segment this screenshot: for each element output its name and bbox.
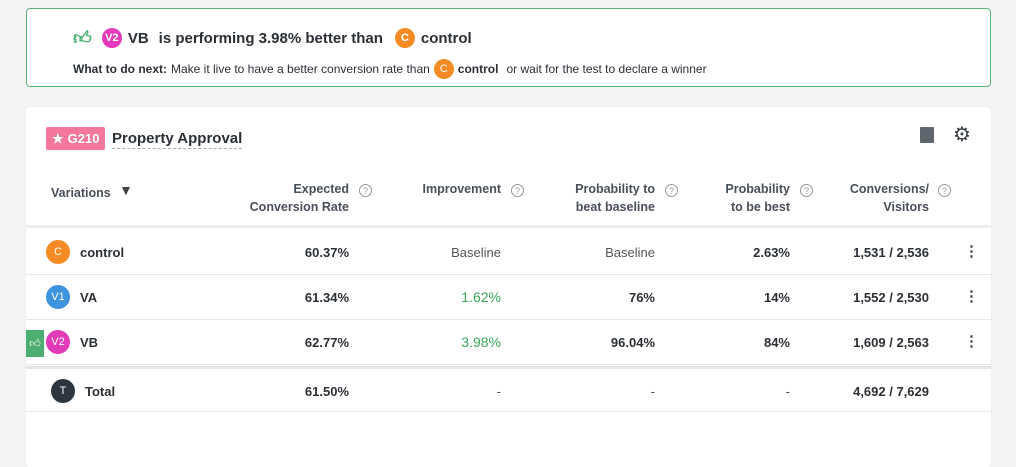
more-options-icon[interactable]: ⋮	[964, 243, 979, 260]
winner-name: VB	[127, 29, 149, 47]
help-icon[interactable]: ?	[938, 184, 951, 197]
help-icon[interactable]: ?	[359, 184, 372, 197]
next-label: What to do next:	[73, 62, 167, 76]
winner-thumbs-up-icon: 👍︎	[26, 330, 44, 357]
control-badge: C	[433, 59, 454, 79]
total-beat: -	[650, 384, 655, 399]
goal-tag: ★ G210	[46, 127, 106, 150]
goal-id: G210	[67, 131, 100, 146]
baseline-name: control	[420, 29, 472, 47]
improvement: 1.62%	[461, 289, 501, 305]
variation-badge: V1	[46, 285, 70, 309]
col-beat: Probability to beat baseline	[575, 182, 655, 214]
total-best: -	[785, 384, 790, 399]
improvement: 3.98%	[461, 334, 501, 350]
total-conversions: 4,692 / 7,629	[853, 384, 929, 399]
table-row[interactable]: 👍︎ V2 VB 62.77% 3.98% 96.04% 84% 1,609 / …	[26, 320, 991, 365]
goal-title[interactable]: Property Approval	[112, 130, 243, 149]
expected-rate: 62.77%	[304, 335, 349, 350]
improvement: Baseline	[451, 245, 501, 260]
conversions-visitors: 1,552 / 2,530	[853, 290, 929, 305]
more-options-icon[interactable]: ⋮	[964, 288, 979, 305]
col-improvement: Improvement	[422, 182, 502, 196]
variation-badge: C	[46, 240, 70, 264]
prob-best: 2.63%	[753, 245, 790, 260]
gear-icon[interactable]: ⚙	[953, 124, 971, 146]
col-expected: Expected Conversion Rate	[249, 182, 349, 214]
variation-name: VB	[80, 335, 99, 350]
total-row: T Total 61.50% - - - 4,692 / 7,629	[26, 366, 991, 412]
conversions-visitors: 1,531 / 2,536	[853, 245, 929, 260]
total-badge: T	[51, 379, 75, 403]
variation-name: control	[80, 245, 125, 260]
prob-best: 84%	[763, 335, 790, 350]
banner-text: is performing 3.98% better than	[158, 29, 383, 47]
total-label: Total	[85, 384, 116, 399]
table-row[interactable]: C control 60.37% Baseline Baseline 2.63%…	[26, 230, 991, 275]
next-name: control	[457, 62, 499, 76]
help-icon[interactable]: ?	[800, 184, 813, 197]
report-card: ★ G210 Property Approval ⚙ Variations ▼ E…	[26, 107, 991, 467]
prob-beat-baseline: 76%	[628, 290, 655, 305]
help-icon[interactable]: ?	[665, 184, 678, 197]
variation-badge: V2	[101, 28, 122, 48]
expected-rate: 60.37%	[304, 245, 349, 260]
total-expected: 61.50%	[304, 384, 349, 399]
prob-beat-baseline: 96.04%	[610, 335, 655, 350]
col-best: Probability to be best	[725, 182, 790, 214]
prob-best: 14%	[763, 290, 790, 305]
variation-name: VA	[80, 290, 98, 305]
more-options-icon[interactable]: ⋮	[964, 333, 979, 350]
star-icon: ★	[52, 130, 64, 146]
expected-rate: 61.34%	[304, 290, 349, 305]
conversions-visitors: 1,609 / 2,563	[853, 335, 929, 350]
table-row[interactable]: V1 VA 61.34% 1.62% 76% 14% 1,552 / 2,530…	[26, 275, 991, 320]
next-text: Make it live to have a better conversion…	[170, 62, 430, 76]
col-conversions: Conversions/Visitors	[849, 182, 929, 214]
table-header: Variations ▼ Expected Conversion Rate ? I…	[26, 170, 991, 228]
variation-badge: V2	[46, 330, 70, 354]
book-icon[interactable]	[920, 127, 934, 143]
thumbs-up-icon: 👍︎	[73, 28, 92, 48]
col-variations: Variations	[51, 186, 111, 200]
help-icon[interactable]: ?	[511, 184, 524, 197]
next-suffix: or wait for the test to declare a winner	[506, 62, 707, 76]
filter-icon[interactable]: ▼	[119, 182, 133, 198]
total-improvement: -	[496, 384, 501, 399]
prob-beat-baseline: Baseline	[605, 245, 655, 260]
control-badge: C	[394, 28, 415, 48]
winner-banner: 👍︎ V2 VB is performing 3.98% better than…	[26, 8, 991, 87]
